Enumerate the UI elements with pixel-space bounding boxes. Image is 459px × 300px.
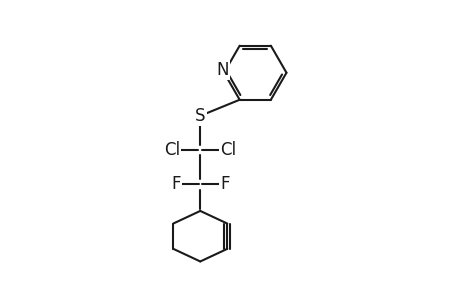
Text: F: F xyxy=(219,175,229,193)
Text: F: F xyxy=(171,175,180,193)
Text: S: S xyxy=(195,107,205,125)
Text: Cl: Cl xyxy=(163,141,180,159)
Text: N: N xyxy=(216,61,228,79)
Text: Cl: Cl xyxy=(220,141,236,159)
